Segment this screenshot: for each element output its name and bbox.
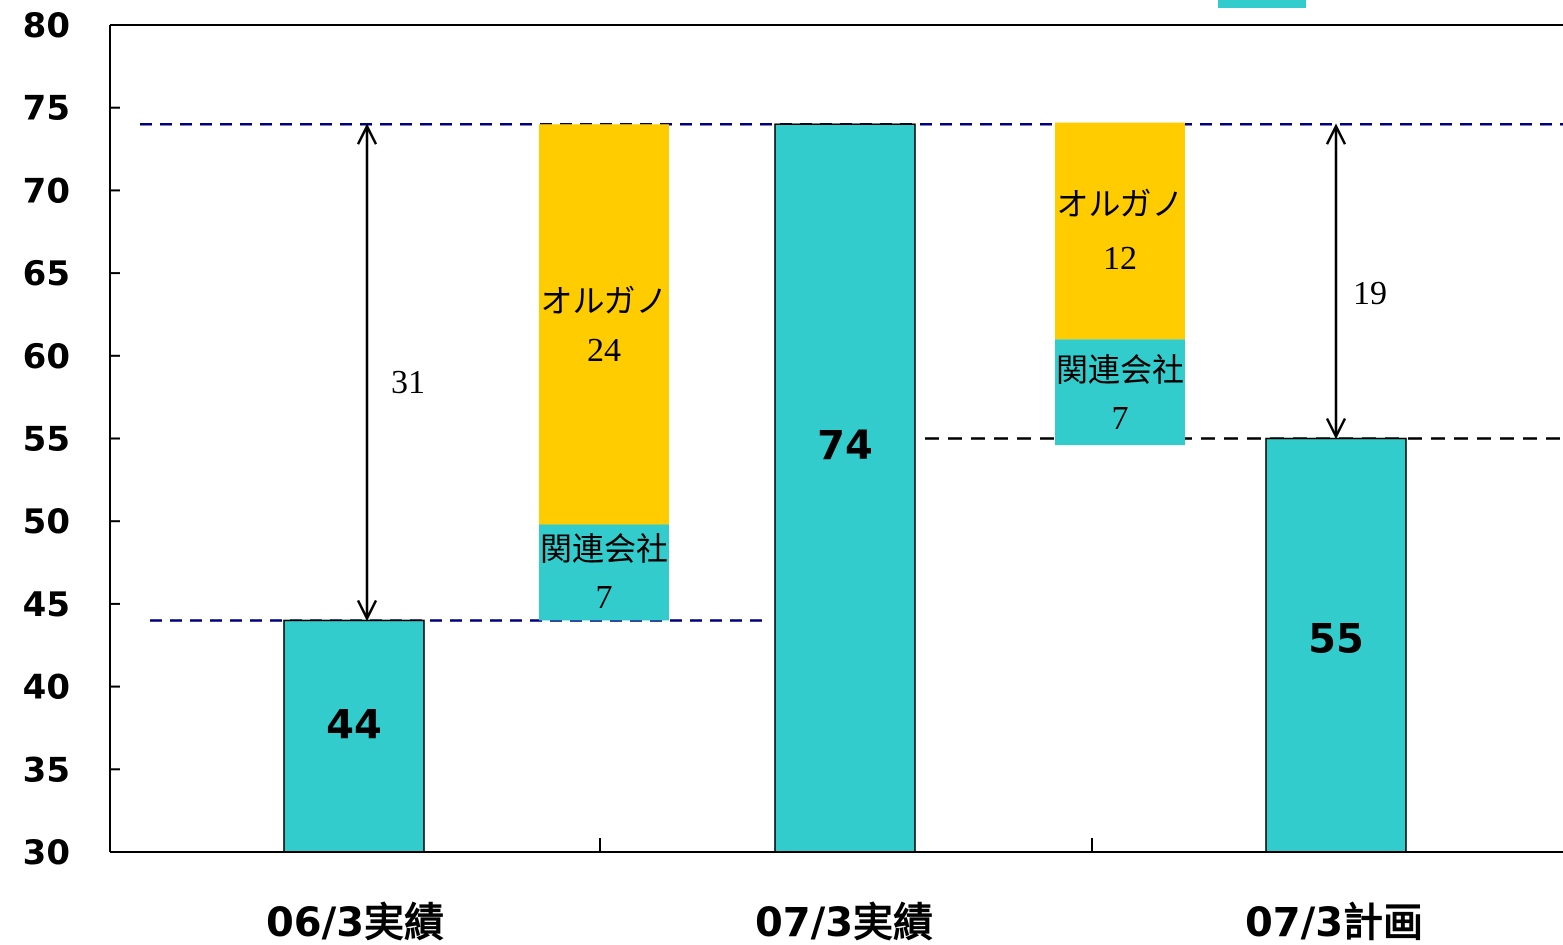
y-tick-label-2: 40 — [23, 668, 70, 708]
segment-name-2: 関連会社 — [1056, 351, 1184, 389]
y-tick-label-0: 30 — [23, 833, 70, 873]
segment-value-3: 12 — [1103, 240, 1137, 277]
segment-value-0: 7 — [596, 579, 613, 616]
legend-swatch — [1218, 0, 1306, 8]
y-tick-label-3: 45 — [23, 585, 70, 625]
y-tick-label-5: 55 — [23, 420, 70, 460]
bar-value-label-0: 44 — [326, 703, 382, 749]
bar-1 — [774, 123, 916, 853]
x-category-label-0: 06/3実績 — [266, 900, 444, 945]
y-tick-label-8: 70 — [23, 171, 70, 211]
segments-group — [539, 122, 1185, 621]
bars-group — [283, 123, 1407, 853]
labels-group: 44 74 55 関連会社 7 オルガノ 24 関連会社 7 オルガノ 12 31 19 — [326, 185, 1387, 749]
segment-0 — [539, 524, 669, 621]
segment-value-2: 7 — [1112, 400, 1129, 437]
difference-label-0: 31 — [391, 364, 425, 401]
difference-label-1: 19 — [1353, 275, 1387, 312]
segment-1 — [539, 124, 669, 525]
arrow-head-bottom-1 — [1325, 417, 1347, 440]
segment-name-3: オルガノ — [1056, 185, 1183, 223]
difference-arrows — [356, 123, 1347, 622]
bar-value-label-1: 74 — [817, 423, 873, 469]
segment-2 — [1055, 339, 1185, 446]
arrow-head-top-1 — [1325, 123, 1347, 145]
x-category-label-1: 07/3実績 — [755, 900, 933, 945]
axes-group: 30 35 40 45 50 55 60 65 70 75 80 06/3実績 07/3実績 07/3計画 — [23, 6, 1563, 945]
segment-3 — [1055, 122, 1185, 340]
segment-name-1: オルガノ — [540, 282, 667, 320]
arrow-head-top-0 — [356, 123, 378, 145]
y-tick-label-7: 65 — [23, 254, 70, 294]
bar-value-label-2: 55 — [1308, 617, 1364, 663]
y-tick-label-6: 60 — [23, 337, 70, 377]
arrow-head-bottom-0 — [356, 599, 378, 622]
x-category-label-2: 07/3計画 — [1245, 900, 1423, 945]
segment-name-0: 関連会社 — [540, 530, 668, 568]
y-tick-label-4: 50 — [23, 502, 70, 542]
segment-value-1: 24 — [587, 332, 621, 369]
y-tick-label-9: 75 — [23, 89, 70, 129]
y-tick-label-10: 80 — [23, 6, 70, 46]
bar-0 — [283, 619, 425, 853]
y-tick-label-1: 35 — [23, 750, 70, 790]
